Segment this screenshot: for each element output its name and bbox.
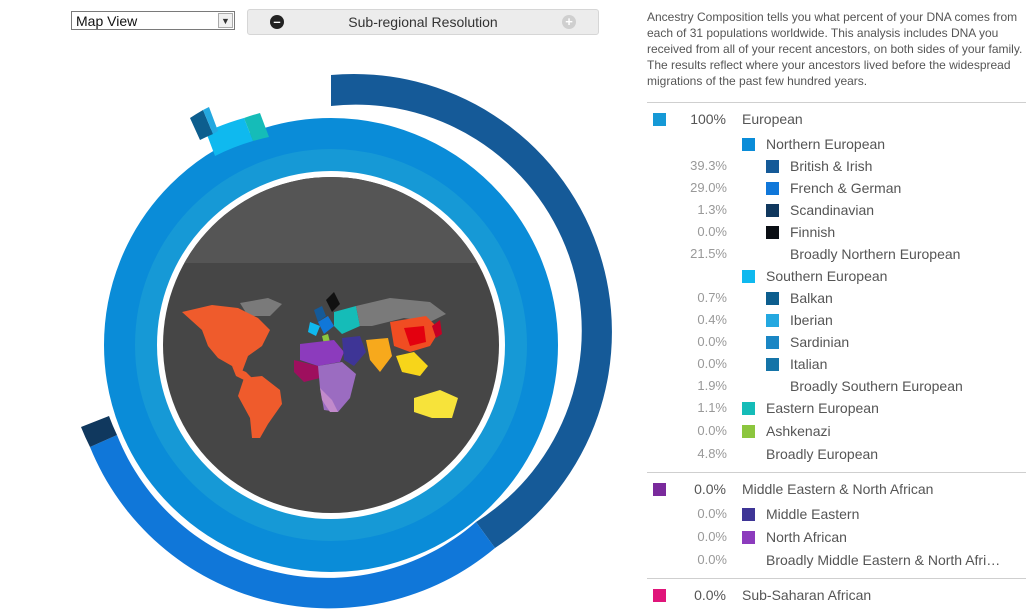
ring-outer-eastern-european[interactable] (244, 113, 269, 141)
legend-label: Broadly European (766, 446, 879, 462)
legend-swatch (766, 358, 779, 371)
legend-percent: 0.0% (694, 481, 726, 497)
legend-percent: 29.0% (690, 180, 727, 195)
legend-swatch (766, 204, 779, 217)
legend-swatch (742, 425, 755, 438)
chevron-down-icon[interactable]: ▼ (218, 13, 233, 28)
map-europe-french-german (318, 316, 334, 334)
legend-divider (647, 102, 1026, 103)
legend-label: French & German (790, 180, 902, 196)
map-europe-northern (314, 306, 326, 322)
map-europe-southern (308, 322, 320, 336)
legend-swatch (766, 292, 779, 305)
map-australia (414, 390, 458, 418)
resolution-label: Sub-regional Resolution (348, 14, 498, 30)
resolution-control: – Sub-regional Resolution + (247, 9, 599, 35)
legend-percent: 0.4% (697, 312, 727, 327)
ring-northern-european[interactable] (104, 118, 558, 572)
zoom-out-icon[interactable]: – (270, 15, 284, 29)
map-south-asia (366, 338, 392, 372)
ring-european[interactable] (135, 149, 527, 541)
legend-percent: 0.0% (694, 587, 726, 603)
legend-percent: 0.7% (697, 290, 727, 305)
legend-swatch (742, 531, 755, 544)
map-south-america (238, 376, 282, 438)
description-text: Ancestry Composition tells you what perc… (647, 10, 1023, 88)
legend-percent: 39.3% (690, 158, 727, 173)
view-select[interactable]: Map View ▼ (71, 11, 235, 30)
legend-label: Middle Eastern (766, 506, 860, 522)
ring-outer-iberian[interactable] (203, 107, 218, 134)
legend-percent: 1.1% (697, 400, 727, 415)
map-southeast-asia (396, 352, 428, 376)
ring-outer-british-irish[interactable] (331, 73, 612, 549)
legend-label: Sub-Saharan African (742, 587, 872, 603)
legend-percent: 0.0% (697, 529, 727, 544)
legend-label: Broadly Northern European (790, 246, 961, 262)
map-europe-scandinavia (326, 292, 340, 312)
legend-label: Scandinavian (790, 202, 875, 218)
legend-swatch (653, 483, 666, 496)
legend-label: Balkan (790, 290, 833, 306)
legend-percent: 1.3% (697, 202, 727, 217)
legend-label: European (742, 111, 803, 127)
map-south-africa (320, 388, 338, 412)
map-west-africa (294, 360, 320, 382)
legend-label: Finnish (790, 224, 836, 240)
legend-swatch (653, 589, 666, 602)
map-greenland (240, 298, 282, 316)
legend-divider (647, 578, 1026, 579)
legend-label: British & Irish (790, 158, 873, 174)
legend-swatch (766, 226, 779, 239)
legend-label: Ashkenazi (766, 423, 831, 439)
legend-swatch (766, 314, 779, 327)
map-east-asia-core (404, 326, 426, 346)
legend-percent: 0.0% (697, 506, 727, 521)
legend-percent: 21.5% (690, 246, 727, 261)
legend-label: Broadly Middle Eastern & North Afri… (766, 552, 1001, 568)
legend-swatch (742, 508, 755, 521)
legend-label: Iberian (790, 312, 833, 328)
ring-outer-southern-european[interactable] (206, 118, 253, 156)
ancestry-ring-chart[interactable] (0, 0, 640, 612)
legend-label: Italian (790, 356, 828, 372)
legend-label: Broadly Southern European (790, 378, 963, 394)
legend-swatch (766, 182, 779, 195)
map-middle-east (342, 336, 366, 366)
legend-swatch (653, 113, 666, 126)
legend-divider (647, 472, 1026, 473)
legend-swatch (742, 270, 755, 283)
ring-outer-scandinavian[interactable] (81, 416, 117, 447)
legend-percent: 0.0% (697, 423, 727, 438)
legend-percent: 4.8% (697, 446, 727, 461)
legend-swatch (766, 336, 779, 349)
map-japan (432, 320, 442, 338)
ring-outer-french-german[interactable] (90, 435, 495, 609)
map-north-africa (300, 340, 344, 366)
map-europe-eastern (334, 306, 360, 334)
legend-percent: 0.0% (697, 356, 727, 371)
legend-label: Middle Eastern & North African (742, 481, 934, 497)
legend-label: Northern European (766, 136, 886, 152)
legend-label: Sardinian (790, 334, 850, 350)
world-map (163, 177, 499, 513)
legend-percent: 0.0% (697, 334, 727, 349)
view-select-value: Map View (76, 12, 138, 29)
legend-label: Southern European (766, 268, 888, 284)
legend-percent: 0.0% (697, 552, 727, 567)
map-north-america (182, 305, 270, 372)
legend-percent: 100% (690, 111, 726, 127)
legend-swatch (742, 402, 755, 415)
legend-label: North African (766, 529, 847, 545)
zoom-in-icon[interactable]: + (562, 15, 576, 29)
legend-percent: 0.0% (697, 224, 727, 239)
legend-percent: 1.9% (697, 378, 727, 393)
ring-outer-balkan[interactable] (190, 110, 213, 140)
legend-swatch (766, 160, 779, 173)
legend-swatch (742, 138, 755, 151)
legend-label: Eastern European (766, 400, 879, 416)
